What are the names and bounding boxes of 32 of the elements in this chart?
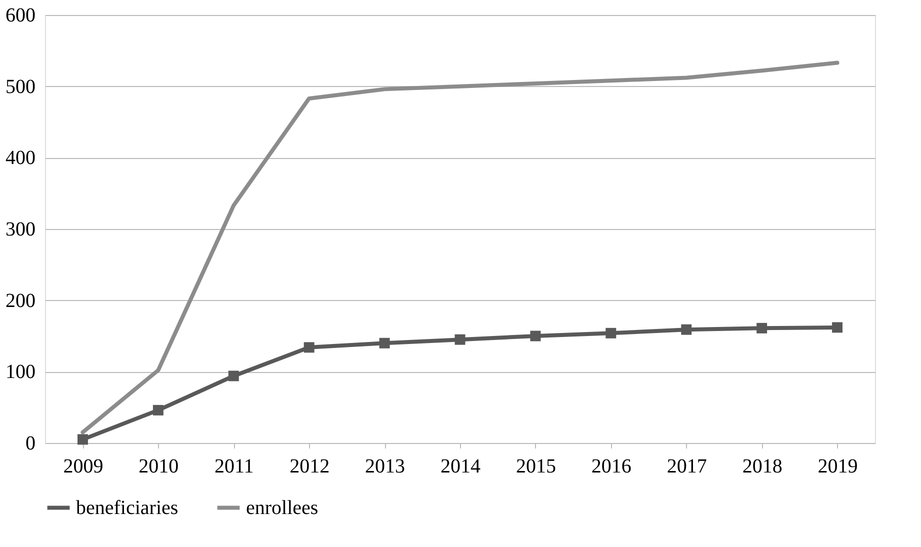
y-tick-label: 500 [6, 76, 36, 98]
y-tick-label: 0 [26, 432, 36, 454]
y-tick-label: 100 [6, 361, 36, 384]
point [756, 322, 768, 334]
point [228, 370, 239, 382]
x-tick-label: 2011 [214, 456, 254, 478]
x-tick-label: 2010 [138, 456, 179, 478]
legend-label: beneficiaries [76, 496, 178, 519]
legend-label: enrollees [246, 496, 318, 519]
x-tick-label: 2013 [365, 456, 406, 478]
x-tick-label: 2015 [516, 456, 556, 478]
y-tick-label: 300 [6, 218, 36, 240]
y-tick-label: 200 [6, 290, 36, 312]
line-series [80, 60, 840, 434]
point [379, 338, 390, 348]
point [832, 322, 843, 333]
point [152, 404, 164, 416]
point [681, 324, 692, 335]
x-tick-label: 2012 [290, 456, 330, 478]
x-tick-label: 2019 [818, 456, 858, 478]
x-tick-label: 2017 [666, 456, 707, 478]
point [454, 334, 466, 345]
y-tick-label: 400 [6, 147, 36, 170]
x-tick-label: 2016 [591, 456, 632, 478]
y-tick-label: 600 [6, 4, 36, 26]
x-tick-label: 2014 [440, 456, 480, 478]
point [606, 328, 616, 338]
point [77, 434, 88, 445]
point [530, 330, 541, 342]
x-tick-label: 2018 [742, 456, 782, 478]
x-tick-label: 2009 [63, 456, 104, 478]
point [304, 342, 314, 353]
